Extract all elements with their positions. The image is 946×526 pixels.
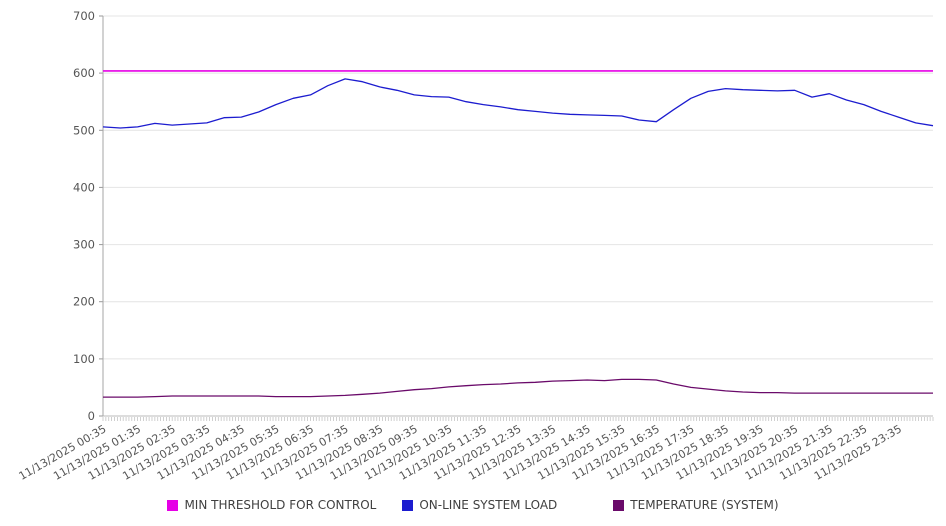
y-axis-label: 600	[73, 66, 95, 80]
legend-label-system-load: ON-LINE SYSTEM LOAD	[419, 498, 558, 512]
legend-swatch-system-load-icon	[402, 499, 414, 511]
y-axis-label: 0	[88, 409, 95, 423]
y-axis-label: 300	[73, 238, 95, 252]
legend-item-system-load: ON-LINE SYSTEM LOAD	[402, 498, 557, 512]
legend-swatch-temperature-icon	[613, 499, 625, 511]
y-axis-label: 100	[73, 352, 95, 366]
legend-item-min-threshold: MIN THRESHOLD FOR CONTROL	[167, 498, 376, 512]
series-temperature-system	[103, 378, 933, 398]
legend-swatch-min-threshold-icon	[167, 499, 179, 511]
chart-panel: 0 100 200 300 400 500 600 700 11/13/2025 00:35 11…	[0, 9, 946, 512]
legend-label-min-threshold: MIN THRESHOLD FOR CONTROL	[184, 498, 377, 512]
legend-item-temperature: TEMPERATURE (SYSTEM)	[613, 498, 779, 512]
legend-label-temperature: TEMPERATURE (SYSTEM)	[630, 498, 779, 512]
y-axis-label: 400	[73, 180, 95, 194]
y-axis-label: 700	[73, 9, 95, 23]
y-axis-label: 200	[73, 295, 95, 309]
series-on-line-system-load	[102, 78, 934, 129]
chart-legend: MIN THRESHOLD FOR CONTROL ON-LINE SYSTEM…	[0, 498, 946, 512]
y-axis-label: 500	[73, 123, 95, 137]
